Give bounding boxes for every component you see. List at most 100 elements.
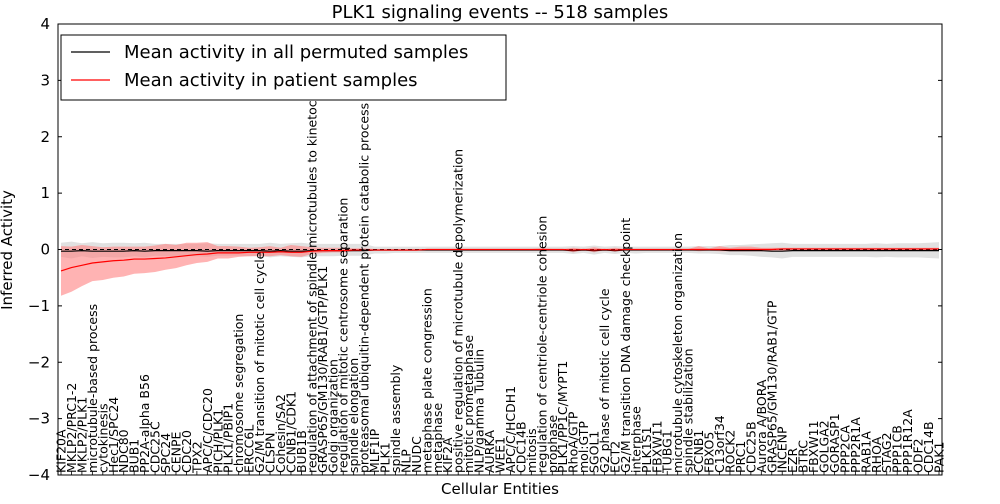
x-tick-label: PPP1R12A <box>900 409 915 473</box>
x-tick-label: PLK1S1 <box>639 426 654 473</box>
x-tick-label: CDC14B <box>513 421 528 473</box>
x-tick-label: FBXW11 <box>649 420 664 473</box>
x-tick-label: CDC25B <box>743 421 758 473</box>
x-tick-label: spindle assembly <box>388 364 403 473</box>
x-tick-label: ERCC6L <box>242 425 257 473</box>
x-tick-label: TUBG1 <box>660 430 675 474</box>
plot-frame <box>57 23 943 476</box>
x-tick-label: FBXO5 <box>702 432 717 473</box>
series-lines <box>60 248 939 272</box>
x-axis: KIF20AMKLP2/PRC1-2MKLP2/PLK1microtubule-… <box>54 72 947 475</box>
x-tick-label: ROCK2 <box>722 430 737 473</box>
x-tick-label: BUB1 <box>127 439 142 473</box>
x-tick-label: microtubule cytoskeleton organization <box>670 233 685 473</box>
x-tick-label: Aurora A/BORA <box>754 379 769 473</box>
x-tick-label: ECT2 <box>607 441 622 473</box>
x-tick-label: RhoA/GTP <box>566 411 581 473</box>
y-tick-label: 3 <box>40 71 50 89</box>
x-tick-label: C13orf34 <box>712 415 727 473</box>
y-axis-label: Inferred Activity <box>0 190 16 310</box>
x-tick-label: chromosome segregation <box>231 314 246 473</box>
x-tick-label: cytokinesis <box>95 403 110 473</box>
x-tick-label: CENPE <box>168 431 183 473</box>
x-tick-label: GRASP65/GM130/RAB1/GTP <box>764 300 779 473</box>
x-tick-label: CCNB1/CDK1 <box>283 391 298 473</box>
x-tick-label: mol:GTP <box>576 421 591 473</box>
x-tick-label: WEE1 <box>493 437 508 473</box>
x-tick-label: PRC1 <box>733 441 748 473</box>
x-tick-label: spindle stabilization <box>681 348 696 473</box>
x-tick-label: PP2A-alpha B56 <box>137 374 152 473</box>
x-tick-label: NUDC <box>409 436 424 473</box>
y-tick-label: −2 <box>28 353 50 371</box>
x-tick-label: interphase <box>628 406 643 473</box>
x-tick-label: prophase <box>545 415 560 473</box>
x-tick-label: mitosis <box>524 428 539 473</box>
x-tick-label: CDC14B <box>921 421 936 473</box>
x-tick-label: PLK1 <box>378 442 393 473</box>
x-tick-label: G2/M transition of mitotic cell cycle <box>252 251 267 473</box>
legend-label-2: Mean activity in patient samples <box>124 70 418 91</box>
x-tick-label: CLSPN <box>263 432 278 473</box>
x-tick-label: KIF2A <box>440 437 455 473</box>
x-tick-label: positive regulation of microtubule depol… <box>451 149 466 473</box>
x-tick-label: BUB1B <box>294 430 309 473</box>
x-tick-label: CDC25C <box>148 421 163 473</box>
x-tick-label: CDC20 <box>179 430 194 473</box>
x-tick-label: proteasomal ubiquitin-dependent protein … <box>357 103 372 473</box>
x-tick-label: PICH/PLK1 <box>210 409 225 473</box>
x-tick-label: MKLP2/PRC1-2 <box>64 383 79 473</box>
x-tick-label: mitotic prometaphase <box>461 335 476 473</box>
x-tick-label: FBXW11 <box>806 420 821 473</box>
x-tick-label: BTRC <box>796 440 811 473</box>
x-tick-label: PPP2R1A <box>848 417 863 473</box>
x-tick-label: APC/C/HCDH1 <box>503 386 518 473</box>
y-tick-label: −1 <box>28 297 50 315</box>
x-tick-label: SPC24 <box>158 433 173 473</box>
x-tick-label: microtubule-based process <box>85 304 100 473</box>
x-tick-label: TPX2 <box>189 441 204 474</box>
x-tick-label: PPP2CA <box>837 425 852 473</box>
legend-label-1: Mean activity in all permuted samples <box>124 42 468 63</box>
x-axis-label: Cellular Entities <box>441 480 559 498</box>
x-tick-label: NLP <box>398 449 413 473</box>
x-tick-label: PLK1/PP1C/MYPT1 <box>555 361 570 473</box>
x-tick-label: NDC80 <box>116 429 131 473</box>
x-tick-label: INCENP <box>775 426 790 473</box>
x-tick-label: PPP1CB <box>890 425 905 473</box>
x-tick-label: AURKA <box>482 430 497 473</box>
x-tick-label: metaphase <box>430 403 445 473</box>
y-axis: −4 −3 −2 −1 0 1 2 3 4 <box>28 15 942 484</box>
y-tick-label: −3 <box>28 410 50 428</box>
x-tick-label: Cohesin/SA2 <box>273 394 288 473</box>
x-tick-label: EZR <box>785 448 800 473</box>
x-tick-label: MKLP2/PLK1 <box>74 397 89 473</box>
band-2 <box>61 242 939 296</box>
x-tick-label: NLP/gamma Tubulin <box>472 349 487 473</box>
x-tick-label: regulation of centriole-centriole cohesi… <box>534 216 549 473</box>
x-tick-label: RHOA <box>869 436 884 473</box>
x-tick-label: SGOL1 <box>587 431 602 473</box>
x-tick-label: GORASP1 <box>827 413 842 473</box>
y-tick-label: 4 <box>40 15 50 33</box>
x-tick-label: G2/M transition DNA damage checkpoint <box>618 218 633 473</box>
y-tick-label: −4 <box>28 466 50 484</box>
x-tick-label: STAG2 <box>879 432 894 473</box>
x-tick-label: regulation of attachment of spindle micr… <box>304 72 319 473</box>
x-tick-label: spindle elongation <box>346 358 361 473</box>
x-tick-label: RAB1A <box>858 431 873 473</box>
legend: Mean activity in all permuted samples Mea… <box>60 34 507 101</box>
x-tick-label: ODF2 <box>911 438 926 473</box>
x-tick-label: PAK1 <box>932 442 947 473</box>
y-tick-label: 0 <box>40 241 50 259</box>
x-tick-label: GOLGA2 <box>817 420 832 473</box>
x-tick-label: Hec1/SPC24 <box>106 397 121 473</box>
x-tick-label: Golgi organization <box>325 359 340 473</box>
chart-title: PLK1 signaling events -- 518 samples <box>332 2 669 23</box>
x-tick-label: APC/C/CDC20 <box>200 388 215 473</box>
x-tick-label: regulation of mitotic centrosome separat… <box>336 198 351 473</box>
x-tick-label: CCNB1 <box>691 430 706 473</box>
x-tick-label: KIF20A <box>54 429 69 473</box>
